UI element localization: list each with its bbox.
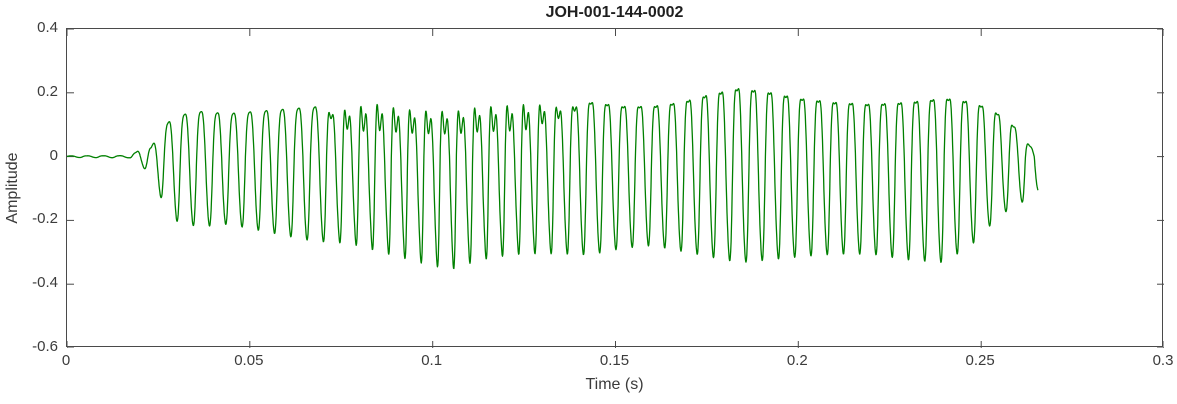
x-tick-label-0: 0 (61, 352, 71, 369)
x-tick-label-5: 0.25 (965, 352, 995, 369)
x-tick-label-4: 0.2 (786, 352, 808, 369)
y-tick-label-2: -0.2 (32, 210, 58, 228)
y-tick-label-4: 0.2 (37, 82, 58, 100)
x-tick-label-3: 0.15 (599, 352, 630, 369)
x-tick-label-1: 0.05 (234, 352, 264, 369)
waveform-line (67, 88, 1039, 270)
x-tick-label-6: 0.3 (1152, 352, 1174, 369)
y-axis-label: Amplitude (4, 152, 21, 224)
x-tick-label-2: 0.1 (421, 352, 443, 369)
y-tick-label-3: 0 (49, 146, 58, 164)
y-tick-label-1: -0.4 (32, 274, 58, 292)
y-tick-label-0: -0.6 (32, 338, 58, 355)
axis-ticks (67, 29, 1164, 348)
chart-title: JOH-001-144-0002 (545, 4, 684, 21)
x-axis-label: Time (s) (585, 376, 644, 393)
y-tick-label-5: 0.4 (37, 19, 58, 36)
plot-area (66, 28, 1164, 348)
waveform-svg (67, 29, 1164, 348)
